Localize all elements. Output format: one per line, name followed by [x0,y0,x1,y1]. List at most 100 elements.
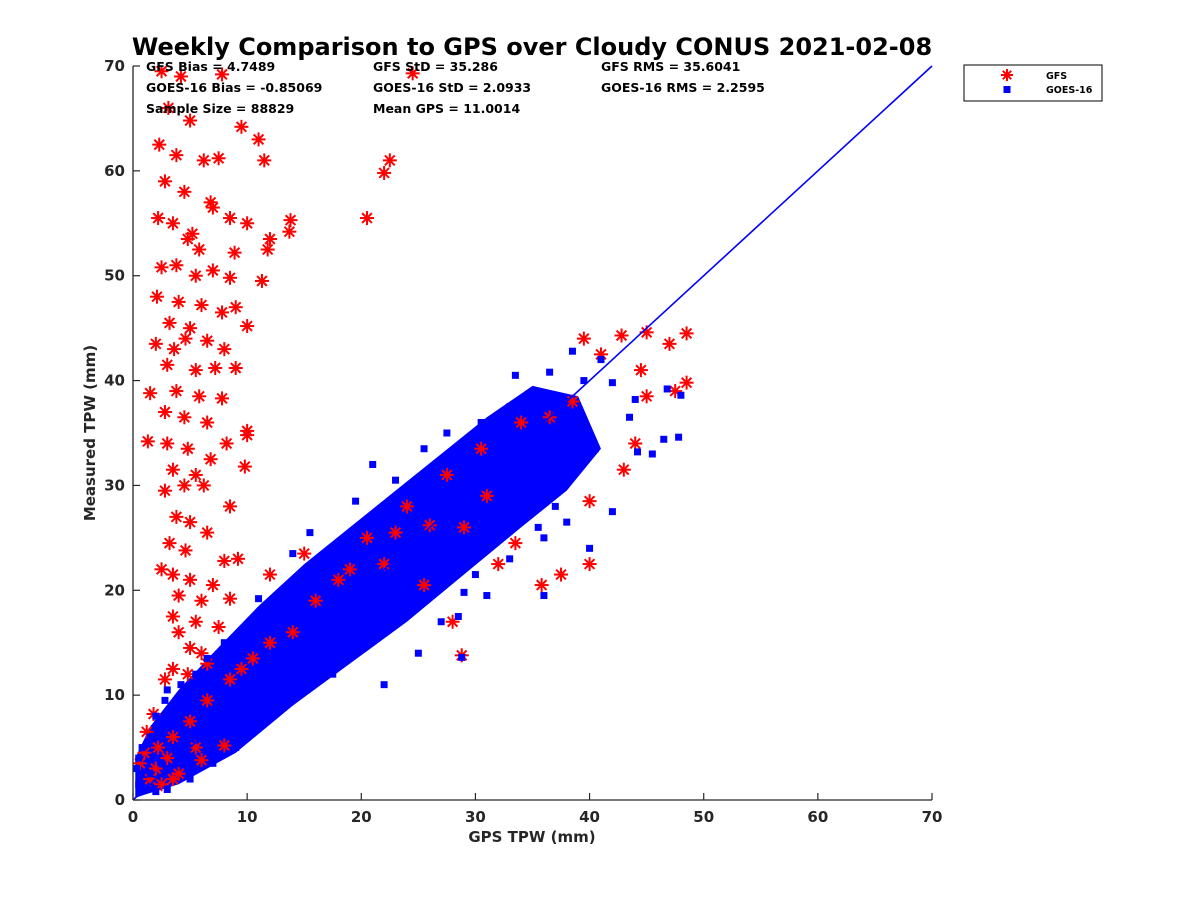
goes16-point [237,628,245,636]
goes16-point [506,555,514,563]
y-tick-label: 30 [104,476,125,494]
gfs-point [154,260,169,275]
gfs-point [208,360,223,375]
gfs-point [254,273,269,288]
goes16-point [329,670,337,678]
chart-title: Weekly Comparison to GPS over Cloudy CON… [132,33,932,61]
gfs-point [192,242,207,257]
y-tick-label: 20 [104,581,125,599]
gfs-point [180,667,195,682]
gfs-point [308,593,323,608]
stat-gfs-std: GFS StD = 35.286 [373,59,498,74]
gfs-point [237,459,252,474]
gfs-point [260,242,275,257]
gfs-point [474,441,489,456]
goes16-point [663,385,671,393]
gfs-point [203,452,218,467]
goes16-point [608,379,616,387]
gfs-point [388,525,403,540]
gfs-point [188,363,203,378]
gfs-point [282,224,297,239]
goes16-point [449,450,457,458]
goes16-point [220,639,228,647]
gfs-point [679,375,694,390]
goes16-point [471,571,479,579]
goes16-point [591,445,599,453]
x-tick-label: 50 [693,808,714,826]
gfs-point [177,410,192,425]
axes [132,66,932,801]
gfs-point [240,428,255,443]
gfs-point [165,772,180,787]
gfs-point [285,625,300,640]
gfs-point [188,467,203,482]
gfs-point [283,213,298,228]
stat-goes-rms: GOES-16 RMS = 2.2595 [601,80,765,95]
gfs-point [215,391,230,406]
goes16-point [648,450,656,458]
goes16-point [586,544,594,552]
goes16-point [458,653,466,661]
goes16-point [626,413,634,421]
gfs-point [161,100,176,115]
goes16-point [489,424,497,432]
gfs-point [262,232,277,247]
gfs-point [457,520,472,535]
x-tick-label: 40 [579,808,600,826]
gfs-point [143,386,158,401]
gfs-point [331,572,346,587]
legend-box [963,64,1103,102]
goes16-point [369,460,377,468]
gfs-point [262,567,277,582]
goes16-point [563,518,571,526]
gfs-point [169,384,184,399]
gfs-point [183,113,198,128]
y-axis-label: Measured TPW (mm) [81,345,99,521]
gfs-point [342,562,357,577]
gfs-point [422,518,437,533]
gfs-point [215,305,230,320]
gfs-point [177,478,192,493]
gfs-point [217,738,232,753]
goes16-point [146,733,154,741]
gfs-point [188,614,203,629]
gfs-point [194,753,209,768]
gfs-point [169,509,184,524]
goes16-point [352,497,360,505]
gfs-point [205,578,220,593]
goes16-point [255,595,263,603]
goes16-point [289,550,297,558]
gfs-point [217,342,232,357]
goes16-point [163,686,171,694]
goes16-point [357,620,365,628]
gfs-point [200,525,215,540]
gfs-point [211,619,226,634]
gfs-point [228,360,243,375]
gfs-point [148,336,163,351]
y-tick-label: 40 [104,372,125,390]
gfs-point [582,494,597,509]
gfs-point [200,333,215,348]
goes16-point [511,371,519,379]
gfs-point [157,405,172,420]
gfs-point [417,578,432,593]
gfs-point [165,661,180,676]
goes16-point [158,759,166,767]
gfs-point [205,263,220,278]
stats-annotations: GFS Bias = 4.7489 GFS StD = 35.286 GFS R… [146,59,765,116]
x-ticks: 0 10 20 30 40 50 60 70 [128,793,942,826]
gfs-point [639,389,654,404]
goes16-point [437,618,445,626]
gfs-point [169,258,184,273]
reference-line-layer [132,65,933,801]
stat-sample-size: Sample Size = 88829 [146,101,294,116]
gfs-point [679,326,694,341]
gfs-point [491,557,506,572]
gfs-point [514,415,529,430]
gfs-point [200,415,215,430]
goes16-point [312,675,320,683]
goes16-point [454,613,462,620]
gfs-point [228,300,243,315]
x-tick-label: 30 [465,808,486,826]
gfs-point [215,67,230,82]
